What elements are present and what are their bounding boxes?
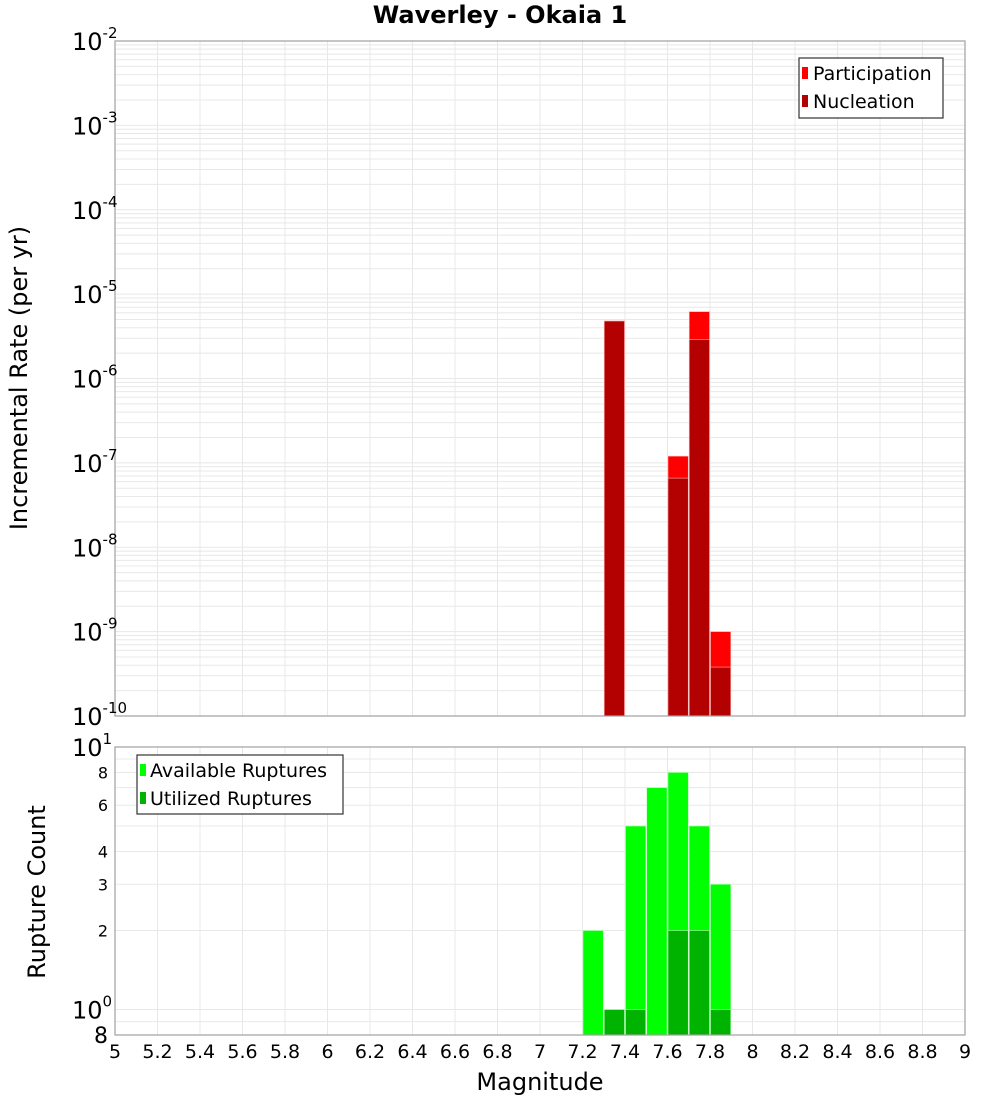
x-tick-label: 8.6 — [865, 1041, 895, 1063]
y-tick-label: 4 — [98, 842, 108, 861]
x-tick-label: 8.2 — [780, 1041, 810, 1063]
legend-utilized: Utilized Ruptures — [150, 788, 312, 810]
y-tick-label: 10-3 — [72, 108, 118, 140]
y-tick-label: 10-7 — [72, 446, 118, 478]
legend-nucleation: Nucleation — [813, 91, 915, 113]
x-tick-label: 6.6 — [440, 1041, 470, 1063]
bar-nucleation — [603, 320, 625, 717]
bar-utilized-ruptures — [710, 1009, 732, 1036]
participation-swatch-icon — [802, 67, 808, 79]
x-tick-label: 9 — [959, 1041, 971, 1063]
x-tick-label: 6 — [321, 1041, 333, 1063]
x-tick-label: 7.6 — [652, 1041, 682, 1063]
y-tick-label: 10-10 — [72, 699, 127, 731]
bar-utilized-ruptures — [667, 930, 689, 1036]
y-tick-label: 6 — [98, 796, 108, 815]
y-tick-label: 10-5 — [72, 277, 118, 309]
legend-participation: Participation — [813, 63, 932, 85]
y-tick-label: 101 — [72, 730, 112, 762]
y-tick-label: 2 — [98, 922, 108, 941]
x-tick-label: 5 — [109, 1041, 121, 1063]
bar-available-ruptures — [625, 825, 647, 1036]
x-tick-label: 6.4 — [397, 1041, 427, 1063]
available-swatch-icon — [140, 764, 146, 776]
bar-nucleation — [688, 339, 710, 717]
x-tick-label: 5.6 — [227, 1041, 257, 1063]
top-bars — [603, 311, 732, 717]
utilized-swatch-icon — [140, 792, 146, 804]
x-tick-label: 7.2 — [567, 1041, 597, 1063]
x-tick-label: 5.4 — [185, 1041, 215, 1063]
y-tick-label: 3 — [98, 875, 108, 894]
x-tick-label: 8.8 — [907, 1041, 937, 1063]
legend-available: Available Ruptures — [150, 760, 327, 782]
bar-nucleation — [667, 477, 689, 717]
x-tick-label: 6.8 — [482, 1041, 512, 1063]
x-tick-label: 6.2 — [355, 1041, 385, 1063]
bar-utilized-ruptures — [603, 1009, 625, 1036]
y-tick-label: 10-9 — [72, 615, 118, 647]
x-tick-label: 7 — [534, 1041, 546, 1063]
bottom-legend: Available Ruptures Utilized Ruptures — [136, 754, 344, 815]
y-tick-label: 8 — [98, 763, 108, 782]
top-gridlines — [115, 41, 965, 717]
chart-title: Waverley - Okaia 1 — [373, 1, 627, 29]
y-tick-label: 10-2 — [72, 24, 118, 56]
x-tick-label: 8 — [746, 1041, 758, 1063]
bar-utilized-ruptures — [688, 930, 710, 1036]
top-y-axis-label: Incremental Rate (per yr) — [5, 226, 33, 530]
y-tick-label: 8 — [94, 1024, 108, 1049]
bottom-y-axis-label: Rupture Count — [23, 805, 51, 979]
y-tick-label: 10-6 — [72, 362, 118, 394]
bar-available-ruptures — [646, 787, 668, 1036]
x-tick-labels: 5 5.2 5.4 5.6 5.8 6 6.2 6.4 6.6 6.8 7 7.2 7.4 7.6 7.8 8… — [109, 1041, 971, 1063]
nucleation-swatch-icon — [802, 95, 808, 107]
bar-utilized-ruptures — [625, 1009, 647, 1036]
top-plot-area — [114, 40, 966, 717]
y-tick-label: 10-8 — [72, 530, 118, 562]
x-tick-label: 7.8 — [695, 1041, 725, 1063]
y-tick-label: 100 — [72, 993, 112, 1025]
bar-available-ruptures — [582, 930, 604, 1036]
bar-nucleation — [710, 666, 732, 717]
top-legend: Participation Nucleation — [798, 57, 944, 119]
y-tick-label: 10-4 — [72, 193, 118, 225]
x-tick-label: 7.4 — [610, 1041, 640, 1063]
x-tick-label: 5.2 — [142, 1041, 172, 1063]
x-axis-label: Magnitude — [476, 1068, 603, 1096]
x-tick-label: 8.4 — [822, 1041, 852, 1063]
x-tick-label: 5.8 — [270, 1041, 300, 1063]
